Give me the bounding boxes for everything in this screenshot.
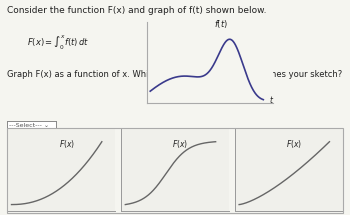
Text: $f(t)$: $f(t)$ <box>214 18 228 30</box>
Text: Graph F(x) as a function of x. Which of the following best matches your sketch?: Graph F(x) as a function of x. Which of … <box>7 70 342 79</box>
Text: $F(x) = \int_0^x f(t)\,dt$: $F(x) = \int_0^x f(t)\,dt$ <box>27 34 90 52</box>
Text: $t$: $t$ <box>269 94 274 105</box>
Text: ---Select--- ⌄: ---Select--- ⌄ <box>9 123 50 128</box>
Text: $F(x)$: $F(x)$ <box>286 138 302 150</box>
Text: $F(x)$: $F(x)$ <box>172 138 189 150</box>
Text: Consider the function F(x) and graph of f(t) shown below.: Consider the function F(x) and graph of … <box>7 6 266 15</box>
Text: $F(x)$: $F(x)$ <box>58 138 75 150</box>
